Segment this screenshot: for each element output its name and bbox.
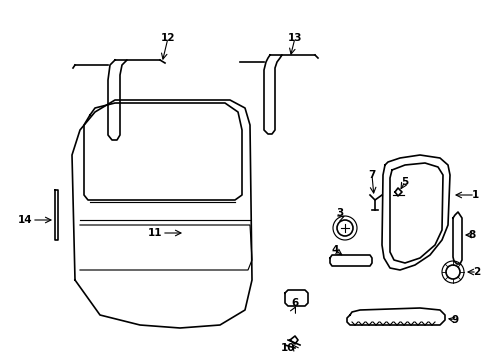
Text: 3: 3 — [336, 208, 343, 218]
Text: 2: 2 — [472, 267, 480, 277]
Text: 10: 10 — [280, 343, 294, 353]
Text: 8: 8 — [468, 230, 475, 240]
Text: 14: 14 — [18, 215, 32, 225]
Text: 7: 7 — [367, 170, 375, 180]
Text: 1: 1 — [470, 190, 478, 200]
Text: 5: 5 — [401, 177, 408, 187]
Text: 11: 11 — [147, 228, 162, 238]
Text: 4: 4 — [331, 245, 338, 255]
Text: 13: 13 — [287, 33, 302, 43]
Text: 12: 12 — [161, 33, 175, 43]
Text: 9: 9 — [450, 315, 458, 325]
Text: 6: 6 — [291, 298, 298, 308]
